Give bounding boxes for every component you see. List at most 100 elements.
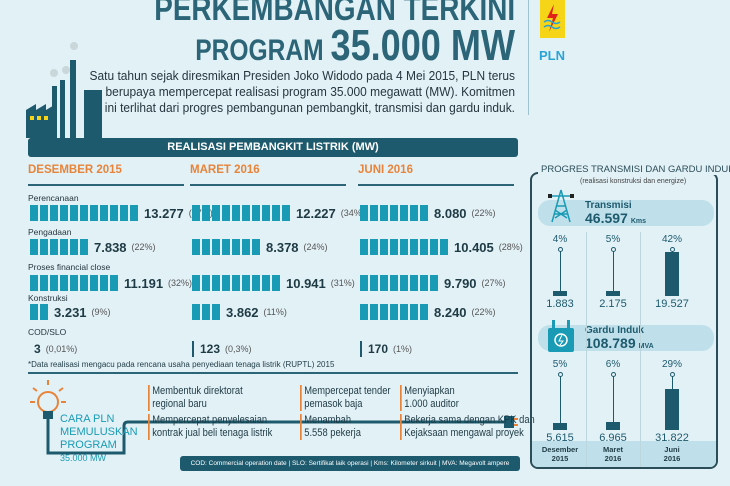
pln-logo (540, 0, 565, 38)
bar-segment (360, 205, 368, 221)
bar-segment (202, 275, 210, 291)
bar-segment (90, 275, 98, 291)
month-name: Juni (664, 445, 680, 454)
progress-bar (553, 423, 567, 430)
bar-segment (282, 205, 290, 221)
bar: 3.231 (9%) (30, 304, 111, 320)
value-label: 19.527 (655, 298, 689, 310)
cara-item-line: 1.000 auditor (404, 398, 459, 410)
bar-segment (440, 239, 448, 255)
cara-item: Mempercepat tender pemasok baja (300, 385, 391, 411)
bar: 170 (1%) (360, 341, 412, 357)
cara-item-line: Mempercepat tender (304, 385, 391, 397)
bar-segment (90, 205, 98, 221)
bar-percent: (24%) (303, 242, 328, 252)
bar-percent: (9%) (91, 307, 111, 317)
bar-segment (212, 304, 220, 320)
bar: 7.838 (22%) (30, 239, 156, 255)
panel-title: PROGRES TRANSMISI DAN GARDU INDUK (538, 164, 730, 175)
bar-segment (50, 275, 58, 291)
bar: 9.790 (27%) (360, 275, 506, 291)
month-year: 2016 (663, 454, 681, 463)
column-divider (586, 232, 587, 467)
month-band (532, 441, 716, 467)
bar-segment (30, 239, 38, 255)
bar-segment (410, 239, 418, 255)
bar-value: 10.941 (286, 275, 326, 291)
bar-segment (192, 205, 200, 221)
bar: 8.080 (22%) (360, 205, 496, 221)
cara-item-line: Mempercepat penyelesaian (152, 414, 268, 426)
bar-segment (242, 205, 250, 221)
cara-title-line: PROGRAM (60, 439, 117, 451)
row-label: Pengadaan (28, 227, 72, 237)
bar: 13.277 (37%) (30, 205, 213, 221)
stem-dot (611, 372, 616, 377)
bar: 3 (0,01%) (30, 341, 77, 357)
value-label: 1.883 (546, 298, 574, 310)
intro-line: Satu tahun sejak diresmikan Presiden Jok… (89, 68, 516, 83)
bar-value: 3 (34, 342, 41, 356)
panel-subtitle: (realisasi konstruksi dan energize) (580, 178, 687, 185)
stem (559, 248, 561, 296)
column-underline (358, 184, 514, 186)
bar-value: 13.277 (144, 205, 184, 221)
series-name: Gardu Induk (585, 325, 644, 336)
progress-bar (606, 290, 620, 296)
bar-tick (192, 341, 194, 357)
column-header: JUNI 2016 (358, 164, 413, 176)
bar-segment (242, 275, 250, 291)
divider (528, 0, 529, 115)
bar-segment (390, 205, 398, 221)
bar: 123 (0,3%) (192, 341, 252, 357)
bar-percent: (27%) (481, 278, 506, 288)
bar-segment (222, 205, 230, 221)
substation-icon (548, 320, 574, 352)
bar-segment (400, 304, 408, 320)
column-header: MARET 2016 (190, 164, 260, 176)
bar-value: 170 (368, 342, 389, 356)
bar-segment (360, 239, 368, 255)
bar-segment (370, 205, 378, 221)
stem-dot (670, 247, 675, 252)
intro-text: Satu tahun sejak diresmikan Presiden Jok… (83, 68, 515, 116)
bar-segment (192, 304, 200, 320)
bar-value: 123 (200, 342, 221, 356)
stem (612, 248, 614, 296)
bar-percent: (32%) (168, 278, 193, 288)
bar-segment (400, 275, 408, 291)
cara-item-line: Menambah (304, 414, 352, 426)
bar-segment (222, 275, 230, 291)
bar-segment (272, 205, 280, 221)
bar-value: 9.790 (444, 275, 477, 291)
bar-segment (110, 275, 118, 291)
bar-percent: (22%) (131, 242, 156, 252)
bar-segment (202, 205, 210, 221)
progress-bar (553, 291, 567, 296)
title-line2: PROGRAM 35.000 MW (195, 24, 515, 68)
bar-value: 10.405 (454, 239, 494, 255)
bar-value: 7.838 (94, 239, 127, 255)
row-label: Konstruksi (28, 293, 68, 303)
percent-label: 42% (661, 234, 682, 245)
percent-label: 4% (552, 234, 568, 245)
bar-segment (420, 304, 428, 320)
month-name: Desember (541, 445, 579, 454)
bar-percent: (22%) (471, 208, 496, 218)
bar-segment (380, 275, 388, 291)
month-year: 2016 (604, 454, 622, 463)
bar-segment (232, 205, 240, 221)
bar-segment (262, 205, 270, 221)
bar-segment (380, 239, 388, 255)
cara-item-line: Membentuk direktorat (152, 385, 243, 397)
title-program: PROGRAM (195, 34, 324, 67)
bar-segment (50, 205, 58, 221)
bar: 3.862 (11%) (192, 304, 287, 320)
cara-item-line: regional baru (152, 398, 207, 410)
bar-segment (410, 304, 418, 320)
bar-percent: (0,3%) (225, 344, 252, 354)
intro-line: berupaya mempercepat realisasi program 3… (105, 84, 515, 99)
bar-percent: (37%) (188, 208, 213, 218)
cara-title-line: CARA PLN (60, 413, 115, 425)
column-header: DESEMBER 2015 (28, 164, 122, 176)
